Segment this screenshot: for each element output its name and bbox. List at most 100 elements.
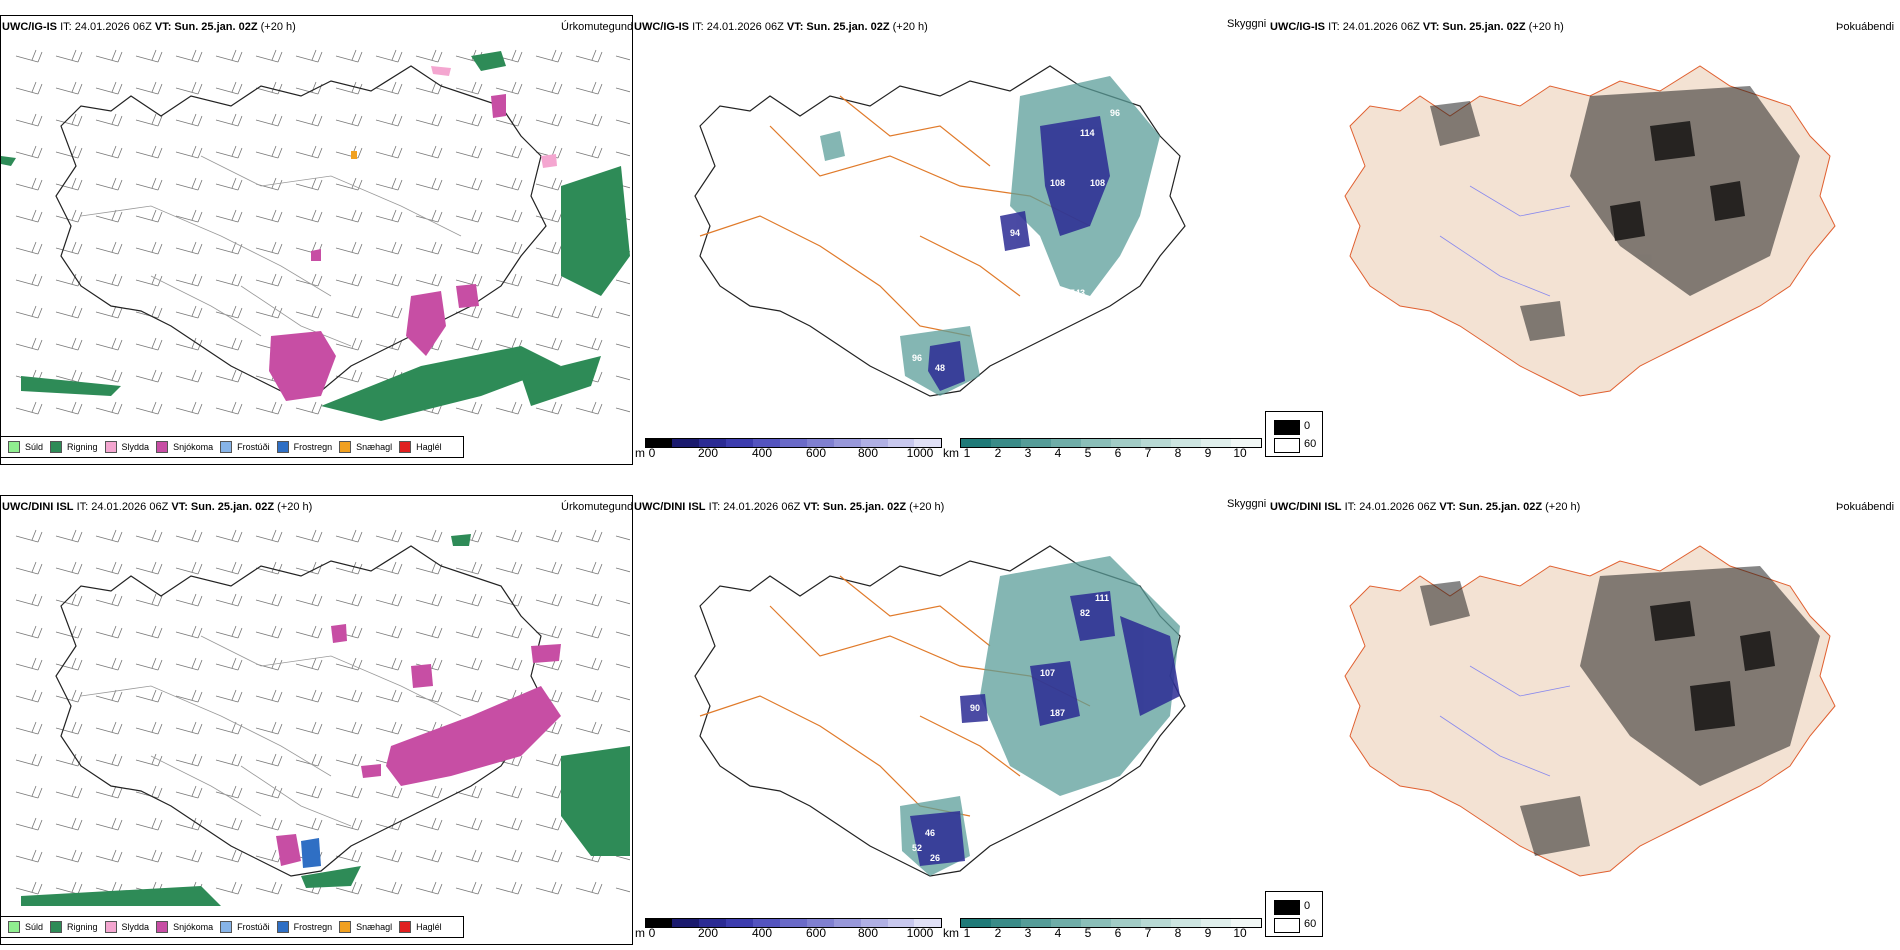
cbar-cell	[834, 919, 861, 927]
fog-map	[1344, 545, 1836, 877]
cloud-header: UWC/DINI ISL IT: 24.01.2026 06Z VT: Sun.…	[634, 501, 944, 513]
wind-barb	[415, 241, 443, 255]
wind-barb	[15, 785, 43, 799]
wind-barb	[55, 721, 83, 735]
legend-swatch	[399, 921, 412, 933]
wind-barb	[375, 337, 403, 351]
valid-time: VT: Sun. 25.jan. 02Z	[171, 501, 275, 513]
wind-barb	[615, 599, 630, 605]
legend-item-5: Frostregn	[276, 441, 332, 453]
wind-barb	[255, 689, 283, 703]
init-time: IT: 24.01.2026 06Z	[76, 501, 169, 513]
wind-barb	[335, 369, 363, 383]
wind-barb	[55, 81, 83, 95]
wind-barb	[175, 113, 203, 127]
cbar-cell	[807, 919, 834, 927]
wind-barb	[575, 881, 603, 895]
wind-barb	[95, 113, 123, 127]
wind-barb	[335, 529, 363, 543]
wind-barb	[455, 209, 483, 223]
cbar-cell	[672, 439, 699, 447]
wind-barb	[95, 369, 123, 383]
legend-item-2: Slydda	[104, 441, 149, 453]
model-name: UWC/IG-IS	[2, 21, 57, 33]
wind-barb	[175, 241, 203, 255]
wind-barb	[55, 177, 83, 191]
cbar-tick: 1	[963, 926, 971, 940]
wind-barb	[55, 241, 83, 255]
wind-barb	[55, 49, 83, 63]
legend-swatch-white	[1274, 918, 1300, 933]
snow-pellet-area	[351, 151, 357, 159]
wind-barb	[495, 241, 523, 255]
legend-item-2: Slydda	[104, 921, 149, 933]
map-value-label: 543	[1070, 288, 1085, 298]
wind-barb	[375, 561, 403, 575]
wind-barb	[95, 401, 123, 415]
wind-barb	[455, 817, 483, 831]
legend-label: 60	[1304, 438, 1317, 450]
wind-barb	[55, 209, 83, 223]
valid-time: VT: Sun. 25.jan. 02Z	[154, 21, 258, 33]
wind-barb	[535, 81, 563, 95]
wind-barb	[295, 177, 323, 191]
legend-item-4: Frostúði	[220, 441, 270, 453]
legend-label: Snjókoma	[173, 442, 214, 452]
cloud-cover-legend: 0 60	[1265, 411, 1323, 457]
wind-barb	[375, 305, 403, 319]
wind-barb	[175, 593, 203, 607]
model-name: UWC/IG-IS	[634, 21, 689, 33]
legend-swatch	[339, 441, 352, 453]
wind-barb	[135, 529, 163, 543]
ceiling-map: 114 108 108 96 94 543 48 96	[694, 65, 1186, 397]
legend-item-5: Frostregn	[276, 921, 332, 933]
iceland-outline	[694, 545, 1186, 877]
cbar-tick: 1	[963, 446, 971, 460]
legend-item-0: Súld	[8, 921, 43, 933]
cbar-cell	[991, 919, 1021, 927]
precip-title: Úrkomutegund	[561, 21, 634, 33]
model-name: UWC/DINI ISL	[634, 501, 706, 513]
wind-barb	[415, 177, 443, 191]
wind-barb	[15, 625, 43, 639]
wind-barb	[135, 817, 163, 831]
wind-barb	[295, 113, 323, 127]
wind-barb	[415, 49, 443, 63]
wind-barb	[495, 145, 523, 159]
wind-barb	[215, 49, 243, 63]
valid-time: VT: Sun. 25.jan. 02Z	[786, 21, 890, 33]
wind-barb	[375, 49, 403, 63]
freezing-rain-areas	[301, 838, 321, 868]
wind-barb	[615, 855, 630, 861]
cbar-tick: 10	[1233, 926, 1247, 940]
wind-barb	[55, 625, 83, 639]
wind-barb	[135, 273, 163, 287]
legend-swatch	[104, 921, 117, 933]
wind-barb	[95, 753, 123, 767]
wind-barb	[615, 695, 630, 701]
lead-time: (+20 h)	[277, 501, 313, 513]
wind-barb	[535, 49, 563, 63]
cbar-tick: 800	[857, 926, 879, 940]
init-time: IT: 24.01.2026 06Z	[1344, 501, 1437, 513]
wind-barb	[15, 305, 43, 319]
cbar-cell	[991, 439, 1021, 447]
wind-barb	[455, 145, 483, 159]
wind-barb	[295, 49, 323, 63]
legend-item-3: Snjókoma	[156, 441, 213, 453]
wind-barb	[295, 209, 323, 223]
wind-barb	[55, 881, 83, 895]
wind-barb	[295, 145, 323, 159]
wind-barb	[95, 145, 123, 159]
wind-barb	[215, 753, 243, 767]
wind-barb	[335, 273, 363, 287]
cbar-cell	[1231, 439, 1261, 447]
wind-barb	[255, 81, 283, 95]
wind-barb	[55, 401, 83, 415]
wind-barb	[55, 817, 83, 831]
wind-barb	[55, 369, 83, 383]
wind-barb	[15, 817, 43, 831]
wind-barb	[175, 369, 203, 383]
cbar-tick: 8	[1174, 446, 1182, 460]
wind-barb	[215, 657, 243, 671]
